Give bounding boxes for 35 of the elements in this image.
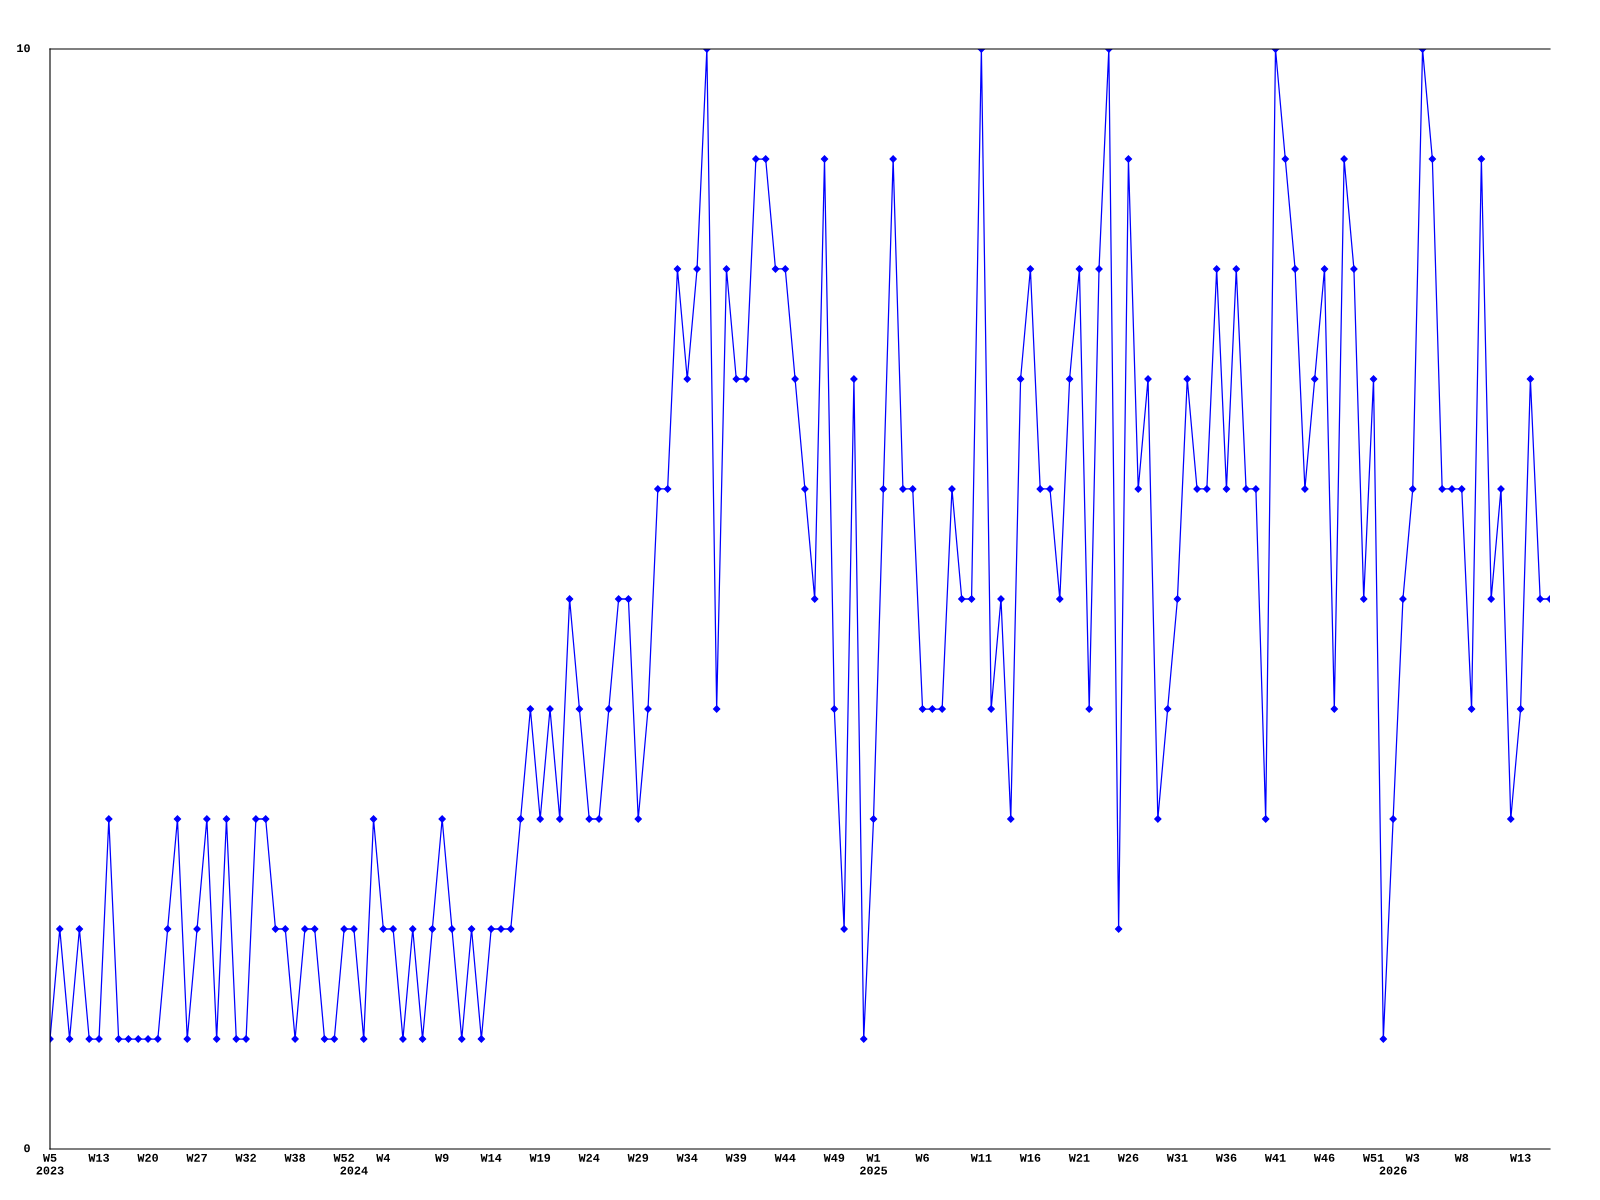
y-tick-label: 10 <box>17 44 30 53</box>
x-tick-label: W3 <box>1405 1153 1420 1162</box>
x-tick-label: W24 <box>578 1153 600 1162</box>
x-tick-label: W46 <box>1313 1153 1335 1162</box>
x-tick-label: W31 <box>1166 1153 1188 1162</box>
x-tick-label: W29 <box>627 1153 649 1162</box>
x-tick-label: 2024 <box>340 1166 368 1175</box>
x-tick-label: W1 2025 <box>860 1153 888 1175</box>
x-tick-label: W20 <box>137 1153 158 1162</box>
y-tick-label: 0 <box>24 1144 30 1153</box>
x-tick-label: W41 <box>1264 1153 1286 1162</box>
x-tick-label: W14 <box>480 1153 502 1162</box>
x-tick-label: W27 <box>186 1153 207 1162</box>
x-tick-label: W8 <box>1454 1153 1469 1162</box>
x-tick-label: W13 <box>88 1153 110 1162</box>
x-tick-label: W5 2023 <box>36 1153 64 1175</box>
x-tick-label: W13 <box>1509 1153 1531 1162</box>
x-tick-label: W52 <box>333 1153 355 1162</box>
x-tick-label: W9 <box>435 1153 449 1162</box>
x-tick-label: W51 <box>1362 1153 1384 1162</box>
x-tick-label: W6 <box>915 1153 929 1162</box>
x-tick-label: W32 <box>235 1153 257 1162</box>
x-tick-label: W49 <box>823 1153 845 1162</box>
x-tick-label: W38 <box>284 1153 306 1162</box>
x-tick-label: W16 <box>1019 1153 1041 1162</box>
x-tick-label: 2026 <box>1379 1166 1407 1175</box>
x-tick-label: W19 <box>529 1153 551 1162</box>
x-tick-label: W34 <box>676 1153 698 1162</box>
x-tick-label: W4 <box>376 1153 391 1162</box>
x-tick-label: W11 <box>970 1153 992 1162</box>
x-tick-label: W39 <box>725 1153 747 1162</box>
x-tick-label: W36 <box>1215 1153 1237 1162</box>
x-tick-label: W26 <box>1117 1153 1139 1162</box>
x-tick-label: W21 <box>1068 1153 1090 1162</box>
x-tick-label: W44 <box>774 1153 796 1162</box>
